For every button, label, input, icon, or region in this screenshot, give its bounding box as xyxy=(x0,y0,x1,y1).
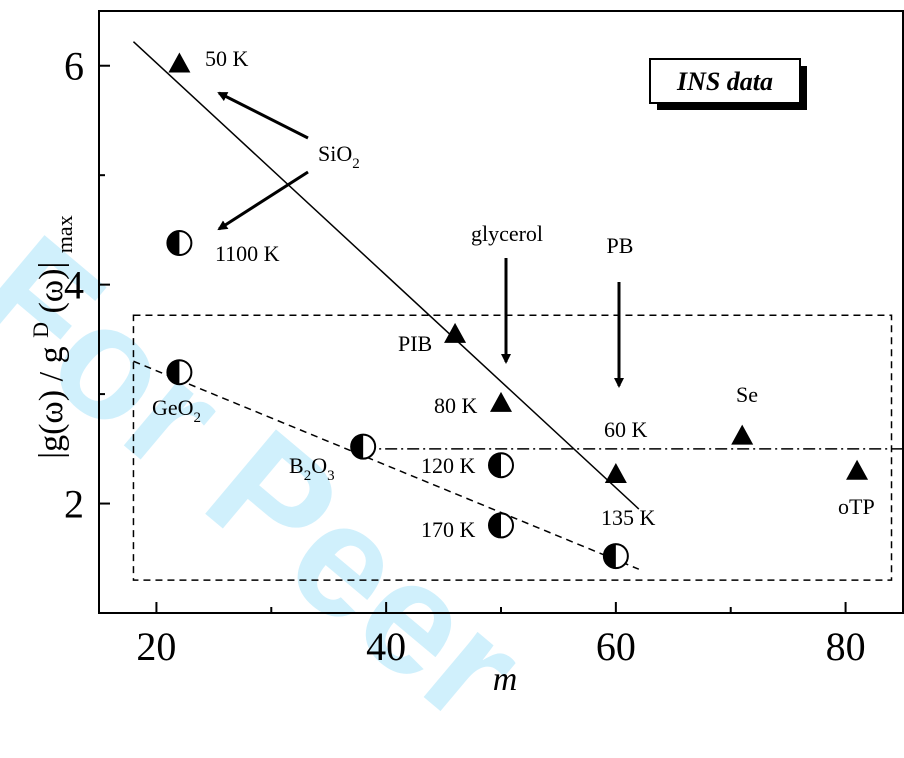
y-axis-label-sup: D xyxy=(28,322,53,338)
marker-fill xyxy=(167,360,180,385)
arrow-sio2-lower xyxy=(217,170,309,231)
label-80k: 80 K xyxy=(434,393,478,418)
marker-fill xyxy=(351,434,364,459)
label-1100k: 1100 K xyxy=(215,241,280,266)
label-se: Se xyxy=(736,382,758,407)
label-120k: 120 K xyxy=(421,453,476,478)
half-filled-circle-marker xyxy=(488,452,514,479)
x-tick-label: 20 xyxy=(136,624,176,669)
y-tick-label: 2 xyxy=(64,482,84,527)
svg-text:|g(ω) / g D (ω)|: |g(ω) / g D (ω)| max xyxy=(19,215,77,458)
legend-box-text: INS data xyxy=(676,67,773,96)
label-60k: 60 K xyxy=(604,417,648,442)
y-tick-label: 6 xyxy=(64,44,84,89)
half-filled-circle-marker xyxy=(166,230,193,257)
label-50k: 50 K xyxy=(205,46,249,71)
label-geo2: GeO2 xyxy=(152,395,201,426)
chart: 20 40 60 80 2 4 6 50 K PIB 80 K 60 K Se oTP 1100 K GeO… xyxy=(19,10,904,698)
half-filled-circle-marker xyxy=(166,359,193,386)
x-tick-label: 60 xyxy=(596,624,636,669)
y-axis-label-close: (ω)| xyxy=(33,262,70,314)
x-tick-label: 40 xyxy=(366,624,406,669)
y-axis-label-main: |g(ω) / g xyxy=(33,346,70,458)
triangle-marker xyxy=(604,462,627,483)
x-axis-label: m xyxy=(493,661,518,698)
half-filled-circle-marker xyxy=(602,543,629,570)
marker-fill xyxy=(489,453,501,478)
half-filled-circle-marker xyxy=(350,433,377,460)
y-axis-label: |g(ω) / g D (ω)| max xyxy=(19,215,77,458)
arrow-sio2-upper xyxy=(217,91,309,140)
legend-box: INS data xyxy=(649,58,807,110)
triangle-marker xyxy=(846,459,869,480)
marker-fill xyxy=(167,231,180,256)
fit-line-solid xyxy=(132,41,640,510)
x-tick-label: 80 xyxy=(826,624,866,669)
annotation-sio2: SiO2 xyxy=(318,141,360,172)
triangle-marker xyxy=(168,52,191,73)
half-filled-circle-marker xyxy=(488,512,514,539)
y-tick-label: 4 xyxy=(64,263,84,308)
label-b2o3: B2O3 xyxy=(289,453,335,484)
y-axis-label-sub: max xyxy=(52,215,77,253)
marker-fill xyxy=(603,544,616,569)
triangle-marker xyxy=(444,322,467,343)
annotation-pb: PB xyxy=(607,233,634,258)
triangle-marker xyxy=(731,424,754,445)
label-135k: 135 K xyxy=(601,505,656,530)
dashed-region-box xyxy=(132,314,893,581)
label-pib: PIB xyxy=(398,331,432,356)
fit-line-dashed xyxy=(133,360,640,570)
marker-fill xyxy=(489,513,501,538)
label-otp: oTP xyxy=(838,494,875,519)
annotation-glycerol: glycerol xyxy=(471,221,543,246)
triangle-marker xyxy=(490,391,512,412)
label-170k: 170 K xyxy=(421,517,476,542)
